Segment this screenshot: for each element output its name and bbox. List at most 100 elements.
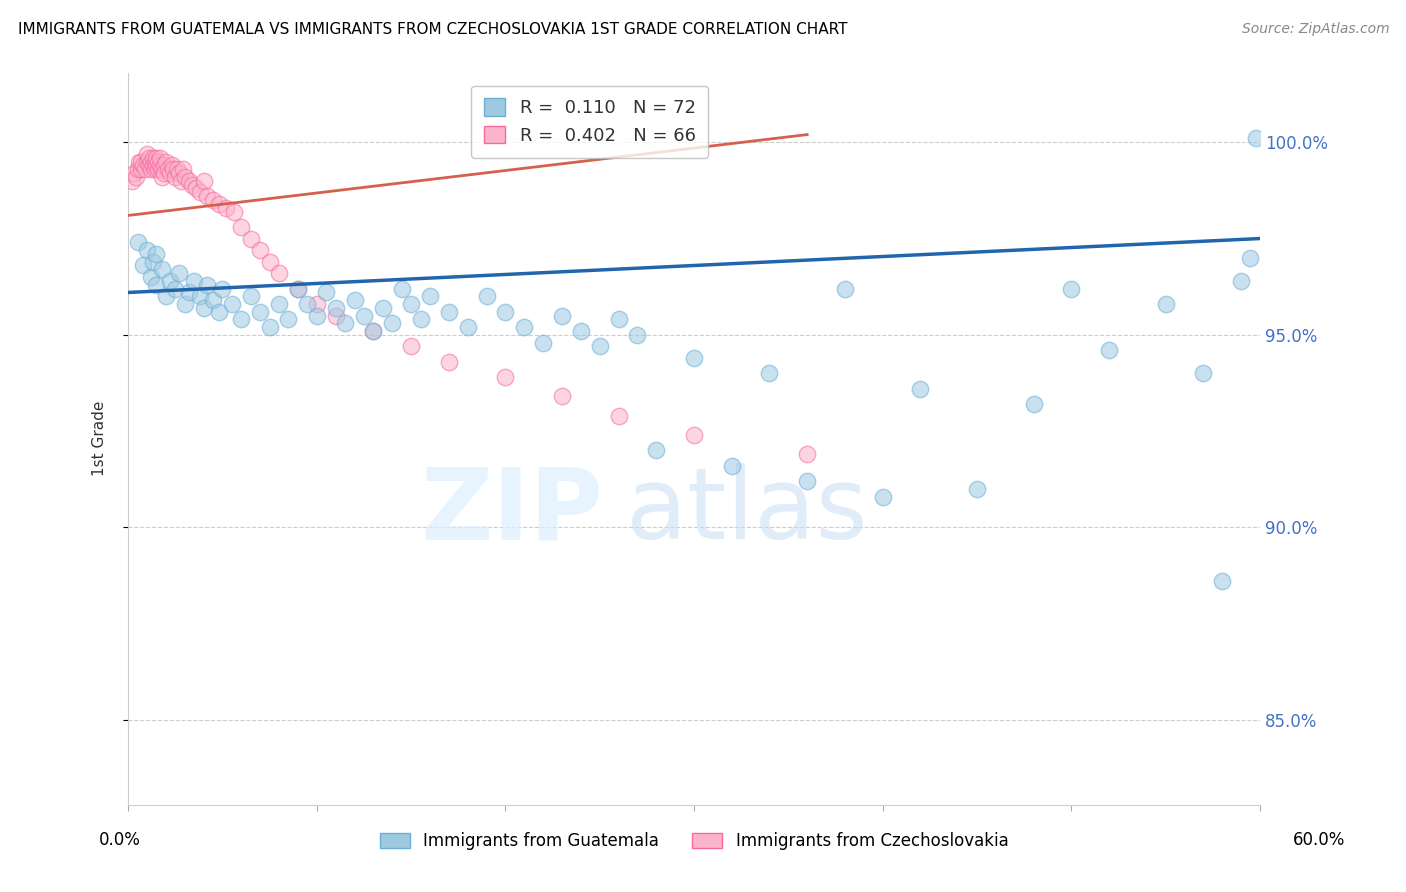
Point [149,151,172,165]
Point [222,204,245,219]
Point [297,297,319,311]
Point [159,274,181,288]
Point [551,389,574,403]
Point [513,320,536,334]
Point [156,162,179,177]
Point [267,266,290,280]
Point [910,382,932,396]
Point [166,162,188,177]
Point [150,169,173,184]
Point [143,162,166,177]
Point [121,174,143,188]
Point [125,169,148,184]
Point [184,181,207,195]
Point [287,282,309,296]
Point [134,162,156,177]
Point [193,301,215,315]
Point [531,335,554,350]
Point [195,189,218,203]
Point [381,316,404,330]
Text: Source: ZipAtlas.com: Source: ZipAtlas.com [1241,22,1389,37]
Point [1211,574,1233,589]
Point [145,277,167,292]
Point [221,297,243,311]
Point [683,351,706,365]
Point [127,162,149,177]
Point [1230,274,1253,288]
Point [149,158,172,172]
Point [758,367,780,381]
Text: atlas: atlas [626,464,868,560]
Point [457,320,479,334]
Point [277,312,299,326]
Point [136,146,159,161]
Point [122,166,145,180]
Point [127,235,149,250]
Point [208,304,231,318]
Point [193,174,215,188]
Point [177,285,200,300]
Point [139,154,162,169]
Point [363,324,385,338]
Point [155,289,177,303]
Point [150,162,173,177]
Point [167,166,190,180]
Point [142,254,165,268]
Point [128,154,150,169]
Text: IMMIGRANTS FROM GUATEMALA VS IMMIGRANTS FROM CZECHOSLOVAKIA 1ST GRADE CORRELATIO: IMMIGRANTS FROM GUATEMALA VS IMMIGRANTS … [18,22,848,37]
Point [131,154,153,169]
Point [1239,251,1261,265]
Point [1192,367,1215,381]
Point [231,219,253,234]
Point [287,282,309,296]
Point [159,166,181,180]
Point [607,409,630,423]
Point [607,312,630,326]
Point [834,282,856,296]
Point [796,447,818,461]
Point [177,174,200,188]
Point [183,274,205,288]
Point [148,154,170,169]
Point [160,158,183,172]
Point [195,277,218,292]
Point [165,169,187,184]
Point [872,490,894,504]
Point [211,282,233,296]
Point [145,151,167,165]
Point [315,285,337,300]
Point [188,289,211,303]
Point [259,254,281,268]
Point [353,309,375,323]
Legend: R =  0.110   N = 72, R =  0.402   N = 66: R = 0.110 N = 72, R = 0.402 N = 66 [471,86,709,158]
Point [966,482,988,496]
Point [143,154,166,169]
Y-axis label: 1st Grade: 1st Grade [93,401,107,476]
Text: ZIP: ZIP [420,464,603,560]
Point [305,297,328,311]
Text: 0.0%: 0.0% [98,831,141,849]
Point [131,162,153,177]
Point [202,193,225,207]
Point [145,247,167,261]
Point [215,201,238,215]
Point [371,301,394,315]
Point [1060,282,1083,296]
Point [239,289,262,303]
Point [153,158,176,172]
Point [138,158,160,172]
Point [569,324,592,338]
Point [145,158,167,172]
Point [148,162,170,177]
Point [208,197,231,211]
Point [173,169,195,184]
Point [399,297,422,311]
Point [551,309,574,323]
Point [165,282,187,296]
Point [409,312,432,326]
Point [626,327,648,342]
Point [259,320,281,334]
Point [720,458,742,473]
Text: 60.0%: 60.0% [1292,831,1346,849]
Point [343,293,366,307]
